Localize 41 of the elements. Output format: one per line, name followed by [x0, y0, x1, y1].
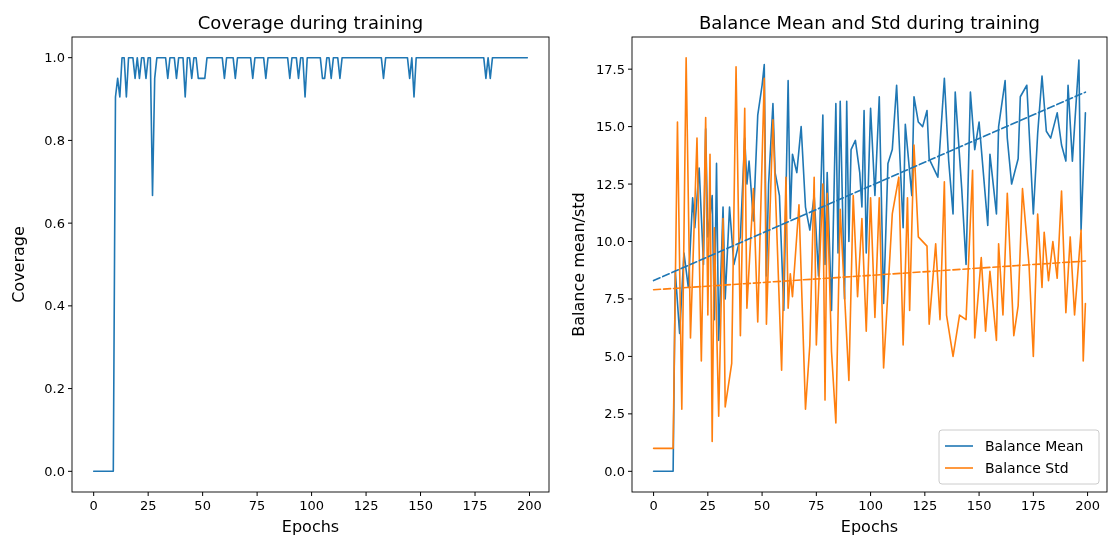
chart-title: Coverage during training: [197, 12, 424, 33]
y-tick-label: 17.5: [596, 61, 625, 77]
x-tick-label: 150: [966, 498, 992, 513]
x-tick-label: 75: [808, 498, 825, 513]
x-tick-label: 125: [353, 498, 379, 513]
x-tick-label: 0: [89, 498, 98, 513]
x-tick-label: 175: [462, 498, 488, 513]
x-tick-label: 50: [753, 498, 771, 513]
legend-label: Balance Mean: [985, 438, 1084, 454]
x-axis-title: Epochs: [840, 517, 899, 536]
x-tick-label: 25: [139, 498, 157, 513]
y-tick-label: 10.0: [596, 234, 625, 250]
x-tick-label: 200: [1075, 498, 1100, 513]
chart-title: Balance Mean and Std during training: [698, 12, 1041, 33]
x-tick-label: 100: [858, 498, 883, 513]
y-tick-label: 0.6: [44, 215, 65, 231]
y-tick-label: 12.5: [596, 176, 625, 192]
y-tick-label: 0.8: [44, 132, 65, 148]
x-tick-label: 175: [1020, 498, 1046, 513]
x-tick-label: 150: [408, 498, 433, 513]
y-tick-label: 0.0: [44, 463, 65, 479]
y-tick-label: 0.2: [44, 381, 65, 397]
y-tick-label: 0.0: [604, 463, 625, 479]
x-tick-label: 100: [299, 498, 324, 513]
x-tick-label: 75: [248, 498, 266, 513]
y-tick-label: 5.0: [604, 348, 625, 364]
y-axis-title: Coverage: [9, 226, 28, 303]
y-tick-label: 15.0: [596, 119, 625, 135]
y-tick-label: 1.0: [44, 50, 65, 66]
x-tick-label: 125: [912, 498, 938, 513]
x-tick-label: 0: [649, 498, 658, 513]
legend-label: Balance Std: [985, 460, 1069, 476]
x-axis-title: Epochs: [281, 517, 340, 536]
x-tick-label: 25: [699, 498, 717, 513]
y-axis-title: Balance mean/std: [569, 192, 588, 337]
y-tick-label: 0.4: [44, 298, 65, 314]
y-tick-label: 2.5: [604, 406, 625, 422]
y-tick-label: 7.5: [604, 291, 625, 307]
x-tick-label: 50: [194, 498, 211, 513]
x-tick-label: 200: [517, 498, 542, 513]
line-series: [92, 56, 529, 473]
